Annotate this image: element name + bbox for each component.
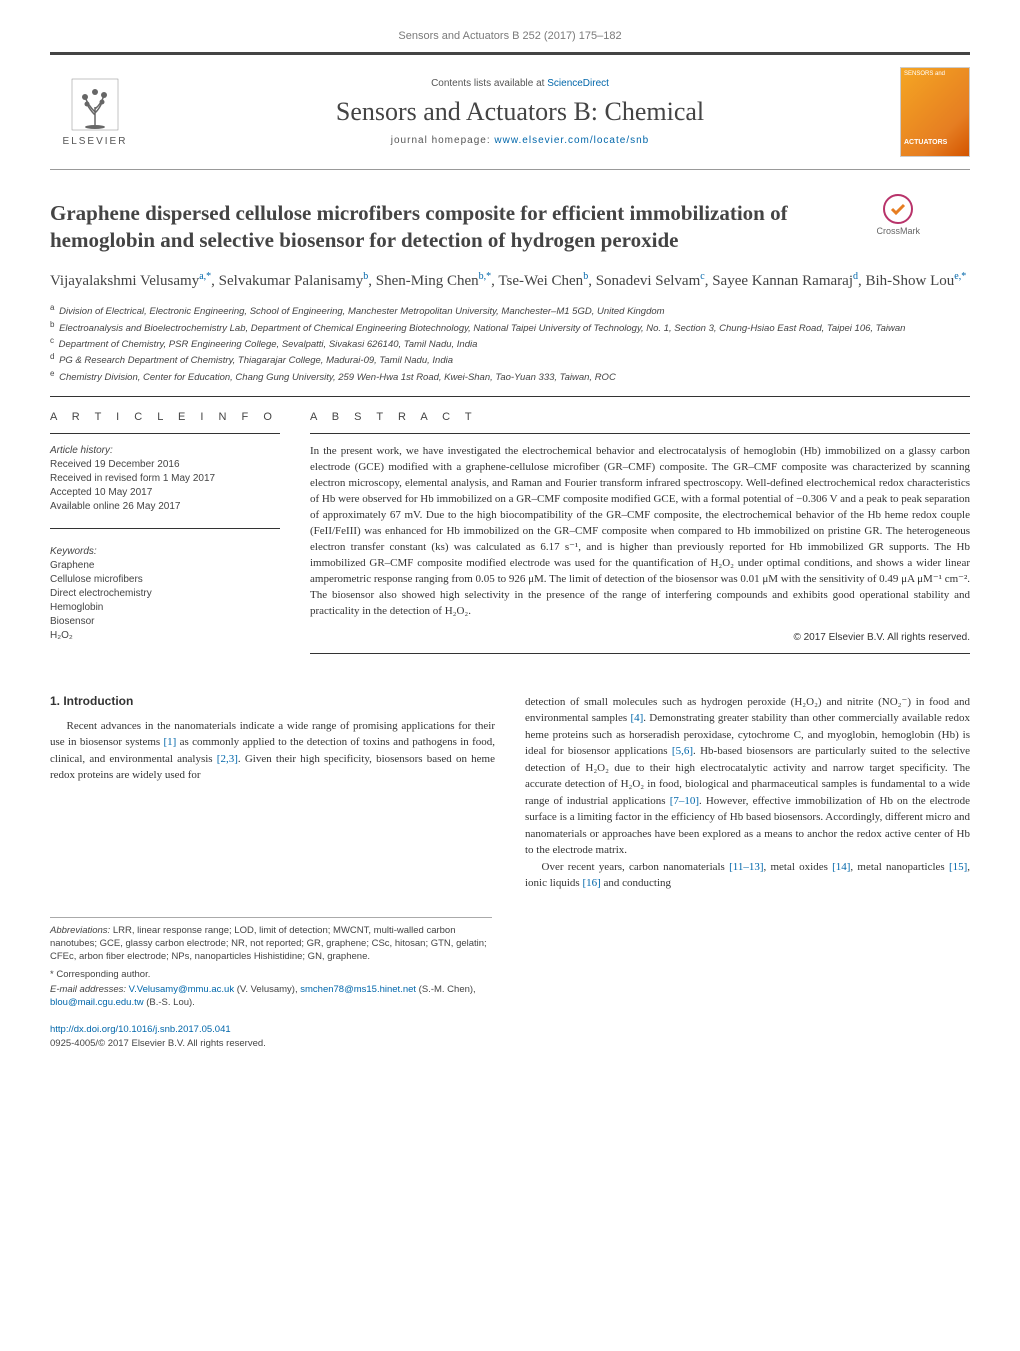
- email-link[interactable]: smchen78@ms15.hinet.net: [300, 984, 416, 995]
- article-history: Article history: Received 19 December 20…: [50, 444, 280, 514]
- citation-link[interactable]: [16]: [582, 877, 600, 889]
- article-info-label: A R T I C L E I N F O: [50, 411, 280, 423]
- keyword-item: H₂O₂: [50, 629, 280, 643]
- history-line: Accepted 10 May 2017: [50, 486, 280, 500]
- author-affil-sup: b: [583, 271, 588, 282]
- abstract-label: A B S T R A C T: [310, 411, 970, 423]
- journal-header: ELSEVIER Contents lists available at Sci…: [50, 52, 970, 170]
- affiliations-list: a Division of Electrical, Electronic Eng…: [50, 302, 970, 384]
- homepage-link[interactable]: www.elsevier.com/locate/snb: [494, 135, 649, 146]
- abbreviations-label: Abbreviations:: [50, 925, 110, 936]
- contents-available-line: Contents lists available at ScienceDirec…: [140, 78, 900, 89]
- header-center: Contents lists available at ScienceDirec…: [140, 78, 900, 146]
- email-label: E-mail addresses:: [50, 984, 129, 995]
- citation-link[interactable]: [7–10]: [670, 795, 699, 807]
- body-column-left: 1. Introduction Recent advances in the n…: [50, 694, 495, 892]
- author-affil-sup: c: [700, 271, 704, 282]
- info-rule-2: [50, 528, 280, 529]
- keyword-item: Graphene: [50, 559, 280, 573]
- author-affil-sup: b: [363, 271, 368, 282]
- citation-link[interactable]: [2,3]: [217, 753, 238, 765]
- journal-reference: Sensors and Actuators B 252 (2017) 175–1…: [50, 30, 970, 42]
- corresponding-author-line: * Corresponding author.: [50, 968, 492, 981]
- citation-link[interactable]: [15]: [949, 861, 967, 873]
- info-rule: [50, 433, 280, 434]
- keyword-item: Biosensor: [50, 615, 280, 629]
- keywords-block: Keywords: GrapheneCellulose microfibersD…: [50, 545, 280, 643]
- article-info-column: A R T I C L E I N F O Article history: R…: [50, 411, 280, 663]
- info-abstract-row: A R T I C L E I N F O Article history: R…: [50, 411, 970, 663]
- keywords-title: Keywords:: [50, 545, 280, 559]
- author-affil-sup: d: [853, 271, 858, 282]
- affiliation-row: b Electroanalysis and Bioelectrochemistr…: [50, 319, 970, 335]
- publisher-name: ELSEVIER: [50, 136, 140, 147]
- abstract-copyright: © 2017 Elsevier B.V. All rights reserved…: [310, 632, 970, 643]
- authors-list: Vijayalakshmi Velusamya,*, Selvakumar Pa…: [50, 269, 970, 293]
- article-title: Graphene dispersed cellulose microfibers…: [50, 200, 870, 255]
- affiliation-row: d PG & Research Department of Chemistry,…: [50, 351, 970, 367]
- footnotes-block: Abbreviations: LRR, linear response rang…: [50, 917, 492, 1010]
- sciencedirect-link[interactable]: ScienceDirect: [547, 78, 609, 89]
- cover-top-text: SENSORS and: [904, 71, 945, 77]
- abstract-column: A B S T R A C T In the present work, we …: [310, 411, 970, 663]
- homepage-line: journal homepage: www.elsevier.com/locat…: [140, 135, 900, 146]
- separator-rule: [50, 396, 970, 397]
- crossmark-badge[interactable]: CrossMark: [876, 194, 920, 236]
- journal-cover-thumbnail: SENSORS and ACTUATORS: [900, 67, 970, 157]
- citation-link[interactable]: [5,6]: [672, 745, 693, 757]
- introduction-heading: 1. Introduction: [50, 694, 495, 708]
- author-affil-sup: a,*: [199, 271, 211, 282]
- keyword-item: Direct electrochemistry: [50, 587, 280, 601]
- author-affil-sup: e,*: [954, 271, 966, 282]
- citation-link[interactable]: [4]: [630, 712, 643, 724]
- affiliation-row: c Department of Chemistry, PSR Engineeri…: [50, 335, 970, 351]
- body-columns: 1. Introduction Recent advances in the n…: [50, 694, 970, 892]
- crossmark-label: CrossMark: [876, 226, 920, 236]
- author-affil-sup: b,*: [479, 271, 492, 282]
- history-title: Article history:: [50, 444, 280, 458]
- intro-text-col1: Recent advances in the nanomaterials ind…: [50, 718, 495, 784]
- keyword-item: Hemoglobin: [50, 601, 280, 615]
- issn-copyright-line: 0925-4005/© 2017 Elsevier B.V. All right…: [50, 1038, 266, 1049]
- doi-link[interactable]: http://dx.doi.org/10.1016/j.snb.2017.05.…: [50, 1024, 231, 1035]
- abbreviations-text: LRR, linear response range; LOD, limit o…: [50, 925, 487, 963]
- abbreviations-line: Abbreviations: LRR, linear response rang…: [50, 924, 492, 964]
- cover-mid-text: ACTUATORS: [904, 139, 947, 146]
- abstract-text: In the present work, we have investigate…: [310, 444, 970, 619]
- abstract-rule: [310, 433, 970, 434]
- citation-link[interactable]: [1]: [163, 736, 176, 748]
- crossmark-icon: [883, 194, 913, 224]
- doi-block: http://dx.doi.org/10.1016/j.snb.2017.05.…: [50, 1023, 970, 1050]
- history-line: Received 19 December 2016: [50, 458, 280, 472]
- abstract-rule-bottom: [310, 653, 970, 654]
- keyword-item: Cellulose microfibers: [50, 573, 280, 587]
- body-column-right: detection of small molecules such as hyd…: [525, 694, 970, 892]
- email-link[interactable]: V.Velusamy@mmu.ac.uk: [129, 984, 234, 995]
- publisher-logo: ELSEVIER: [50, 77, 140, 147]
- email-line: E-mail addresses: V.Velusamy@mmu.ac.uk (…: [50, 983, 492, 1010]
- affiliation-row: e Chemistry Division, Center for Educati…: [50, 368, 970, 384]
- history-line: Received in revised form 1 May 2017: [50, 472, 280, 486]
- history-line: Available online 26 May 2017: [50, 500, 280, 514]
- contents-label: Contents lists available at: [431, 78, 547, 89]
- affiliation-row: a Division of Electrical, Electronic Eng…: [50, 302, 970, 318]
- intro-text-col2: detection of small molecules such as hyd…: [525, 694, 970, 892]
- email-link[interactable]: blou@mail.cgu.edu.tw: [50, 997, 144, 1008]
- journal-title: Sensors and Actuators B: Chemical: [140, 97, 900, 127]
- elsevier-tree-icon: [70, 77, 120, 132]
- homepage-label: journal homepage:: [391, 135, 495, 146]
- citation-link[interactable]: [11–13]: [729, 861, 763, 873]
- citation-link[interactable]: [14]: [832, 861, 850, 873]
